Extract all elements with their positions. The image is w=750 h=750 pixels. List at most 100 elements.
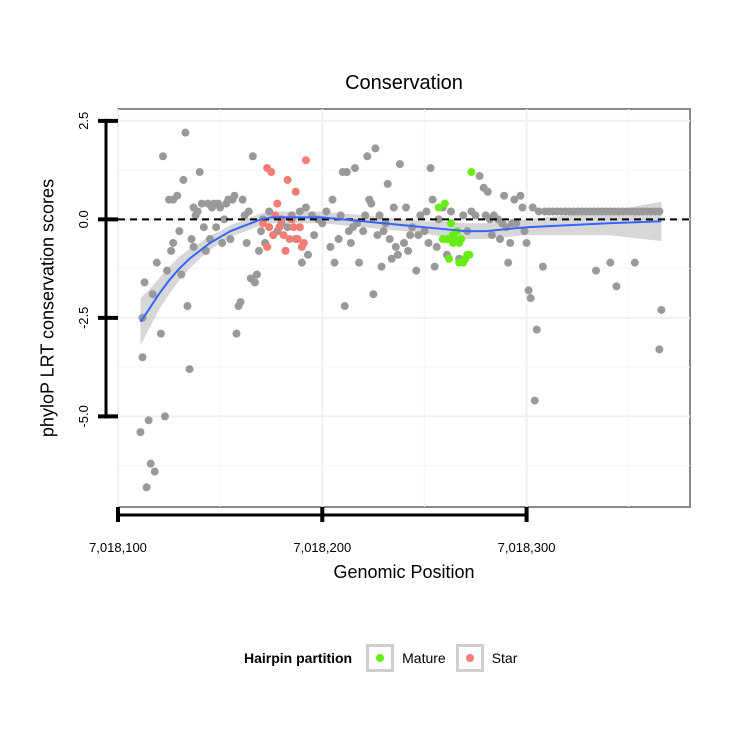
point-other-73 <box>303 250 312 259</box>
y-tick-label-0: 2.5 <box>76 112 91 130</box>
point-other-63 <box>265 207 274 216</box>
point-other-38 <box>212 223 221 232</box>
point-other-67 <box>283 223 292 232</box>
point-mature-4 <box>444 254 453 263</box>
point-other-122 <box>424 238 433 247</box>
point-other-31 <box>197 199 206 208</box>
point-other-152 <box>510 195 519 204</box>
point-star-2 <box>263 242 272 251</box>
point-other-32 <box>199 223 208 232</box>
point-other-124 <box>428 195 437 204</box>
smooth-line-path <box>139 216 662 323</box>
point-other-90 <box>350 164 359 173</box>
x-tick-label-2: 7,018,300 <box>498 540 556 555</box>
point-other-72 <box>301 203 310 212</box>
point-other-48 <box>232 329 241 338</box>
point-other-109 <box>391 242 400 251</box>
point-mature-17 <box>467 168 476 177</box>
point-other-8 <box>150 467 159 476</box>
y-axis: 2.5 0.0 -2.5 -5.0 <box>76 112 118 428</box>
point-other-12 <box>160 412 169 421</box>
point-star-21 <box>301 156 310 165</box>
point-star-10 <box>279 231 288 240</box>
point-star-18 <box>295 223 304 232</box>
point-other-103 <box>379 227 388 236</box>
point-other-92 <box>355 258 364 267</box>
point-other-130 <box>446 207 455 216</box>
point-other-70 <box>295 207 304 216</box>
y-tick-label-3: -5.0 <box>76 405 91 427</box>
point-other-123 <box>426 164 435 173</box>
legend: Hairpin partition Mature Star <box>244 640 527 676</box>
point-other-101 <box>375 211 384 220</box>
confidence-band-area <box>140 201 662 346</box>
point-other-114 <box>404 246 413 255</box>
confidence-band <box>140 201 662 346</box>
point-other-30 <box>195 168 204 177</box>
point-other-164 <box>538 262 547 271</box>
point-star-7 <box>273 199 282 208</box>
point-other-18 <box>173 191 182 200</box>
point-other-125 <box>430 262 439 271</box>
legend-key-mature <box>366 644 395 672</box>
point-other-155 <box>518 203 527 212</box>
point-other-58 <box>252 270 261 279</box>
point-other-145 <box>496 235 505 244</box>
point-other-163 <box>534 207 543 216</box>
point-other-162 <box>532 325 541 334</box>
point-other-194 <box>592 266 601 275</box>
point-other-127 <box>434 215 443 224</box>
chart-title: Conservation <box>345 72 463 94</box>
point-other-197 <box>630 258 639 267</box>
point-other-198 <box>657 305 666 314</box>
legend-label-mature: Mature <box>402 650 446 666</box>
smooth-line <box>139 216 662 323</box>
point-other-121 <box>422 207 431 216</box>
point-other-153 <box>512 219 521 228</box>
point-other-41 <box>218 238 227 247</box>
point-other-10 <box>156 329 165 338</box>
x-axis-label: Genomic Position <box>333 562 475 582</box>
point-star-8 <box>275 223 284 232</box>
point-other-95 <box>363 152 372 161</box>
point-other-4 <box>142 483 151 492</box>
point-star-4 <box>267 168 276 177</box>
point-other-158 <box>524 286 533 295</box>
point-other-98 <box>369 290 378 299</box>
point-other-13 <box>163 266 172 275</box>
legend-title: Hairpin partition <box>244 650 353 666</box>
point-other-6 <box>146 459 155 468</box>
point-other-117 <box>412 266 421 275</box>
point-other-156 <box>520 227 529 236</box>
point-other-136 <box>471 211 480 220</box>
point-other-75 <box>310 231 319 240</box>
point-other-50 <box>236 298 245 307</box>
point-other-81 <box>330 258 339 267</box>
point-other-77 <box>318 219 327 228</box>
point-other-157 <box>522 238 531 247</box>
point-star-12 <box>283 175 292 184</box>
point-star-11 <box>281 246 290 255</box>
point-other-40 <box>216 203 225 212</box>
point-other-149 <box>504 258 513 267</box>
scatter-points <box>136 128 666 492</box>
point-star-3 <box>265 223 274 232</box>
point-other-195 <box>606 258 615 267</box>
point-other-71 <box>297 258 306 267</box>
point-other-11 <box>158 152 167 161</box>
point-other-54 <box>244 207 253 216</box>
point-star-16 <box>291 187 300 196</box>
point-other-9 <box>152 258 161 267</box>
point-other-45 <box>226 235 235 244</box>
legend-key-star <box>455 644 484 672</box>
point-other-160 <box>528 203 537 212</box>
point-other-142 <box>487 231 496 240</box>
legend-item-star: Star <box>455 644 517 672</box>
point-other-24 <box>185 365 194 374</box>
point-other-105 <box>383 179 392 188</box>
point-other-147 <box>500 191 509 200</box>
point-other-79 <box>326 242 335 251</box>
point-mature-12 <box>457 235 466 244</box>
point-other-99 <box>371 144 380 153</box>
